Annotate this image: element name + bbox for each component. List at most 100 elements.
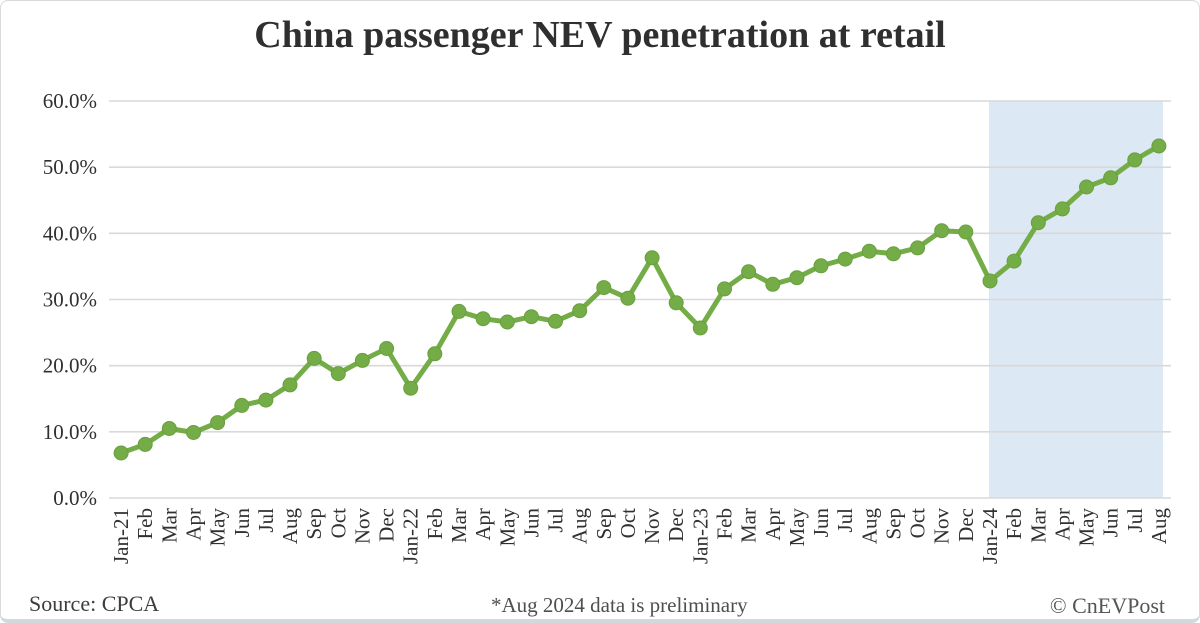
data-point: [934, 223, 950, 239]
data-point: [210, 415, 226, 431]
x-tick-label: Jan-22: [399, 508, 423, 564]
x-tick-label: Apr: [1050, 508, 1074, 541]
x-tick-label: Nov: [930, 508, 954, 545]
data-point: [861, 243, 877, 259]
data-point: [765, 276, 781, 292]
y-tick-label: 0.0%: [53, 486, 97, 510]
x-tick-label: Mar: [1026, 508, 1050, 543]
data-point: [379, 341, 395, 356]
x-tick-label: May: [785, 508, 809, 547]
data-point: [161, 421, 177, 436]
credit-label: © CnEVPost: [1049, 593, 1165, 618]
source-label: Source: CPCA: [29, 591, 160, 616]
data-point: [644, 250, 660, 266]
data-point: [1030, 215, 1046, 231]
x-tick-label: Sep: [881, 508, 905, 540]
data-point: [620, 290, 636, 306]
x-tick-label: Jun: [519, 508, 543, 538]
data-point: [234, 397, 250, 413]
x-tick-label: Jun: [809, 508, 833, 538]
data-point: [572, 303, 588, 319]
x-tick-label: Jun: [1099, 508, 1123, 538]
x-tick-label: Apr: [471, 508, 495, 541]
x-tick-label: Aug: [1147, 508, 1171, 545]
data-point: [306, 350, 322, 366]
y-tick-label: 60.0%: [43, 89, 97, 113]
data-point: [258, 392, 274, 408]
x-tick-label: May: [495, 508, 519, 547]
x-tick-label: Oct: [616, 508, 640, 538]
data-point: [330, 366, 346, 382]
x-tick-label: Mar: [737, 508, 761, 543]
data-point: [813, 258, 829, 274]
preliminary-note: *Aug 2024 data is preliminary: [491, 593, 748, 617]
x-tick-label: Nov: [640, 508, 664, 545]
x-tick-label: Mar: [157, 508, 181, 543]
data-point: [1006, 253, 1022, 269]
data-point: [475, 311, 491, 327]
data-point: [717, 281, 732, 297]
data-point: [137, 436, 153, 452]
x-tick-label: Oct: [326, 508, 350, 538]
data-point: [451, 303, 467, 319]
x-tick-label: Aug: [857, 508, 881, 545]
data-point: [427, 346, 443, 362]
data-point: [958, 224, 974, 240]
data-point: [113, 445, 129, 461]
x-tick-label: Jan-23: [688, 508, 712, 564]
x-tick-label: May: [206, 508, 230, 547]
data-point: [403, 380, 419, 396]
x-tick-label: Nov: [350, 508, 374, 545]
data-point: [1054, 201, 1070, 217]
x-tick-label: Aug: [278, 508, 302, 545]
x-tick-label: Mar: [447, 508, 471, 543]
data-point: [499, 314, 515, 330]
x-tick-label: Sep: [592, 508, 616, 540]
x-tick-label: Jul: [544, 508, 568, 533]
data-point: [741, 264, 757, 280]
data-point: [523, 309, 539, 325]
data-point: [910, 240, 926, 256]
data-point: [354, 352, 370, 368]
data-point: [596, 280, 612, 296]
x-tick-label: Dec: [375, 508, 399, 542]
x-tick-label: May: [1075, 508, 1099, 547]
x-tick-label: Feb: [712, 508, 736, 540]
chart-title: China passenger NEV penetration at retai…: [254, 14, 946, 56]
x-tick-label: Sep: [302, 508, 326, 540]
data-point: [1151, 138, 1167, 154]
data-point: [692, 320, 708, 336]
data-point: [982, 273, 998, 289]
x-tick-label: Jan-24: [978, 508, 1002, 564]
data-point: [1103, 170, 1119, 186]
y-tick-label: 30.0%: [43, 288, 97, 312]
data-point: [837, 251, 853, 267]
x-tick-label: Aug: [568, 508, 592, 545]
y-tick-label: 40.0%: [43, 221, 97, 245]
data-point: [186, 425, 201, 440]
x-tick-label: Jul: [254, 508, 278, 533]
x-tick-label: Jul: [1123, 508, 1147, 533]
data-point: [1079, 179, 1094, 195]
x-tick-label: Feb: [133, 508, 157, 540]
x-tick-label: Apr: [181, 508, 205, 541]
data-point: [1127, 152, 1143, 168]
data-point: [668, 295, 684, 311]
x-tick-label: Oct: [906, 508, 930, 538]
y-tick-label: 50.0%: [43, 155, 97, 179]
x-tick-label: Jan-21: [109, 508, 133, 564]
x-tick-label: Jul: [833, 508, 857, 533]
data-point: [885, 246, 901, 262]
data-point: [282, 377, 298, 393]
x-tick-label: Feb: [1002, 508, 1026, 540]
data-point: [789, 270, 805, 286]
x-tick-label: Apr: [761, 508, 785, 541]
x-tick-label: Feb: [423, 508, 447, 540]
x-tick-label: Dec: [954, 508, 978, 542]
x-tick-label: Jun: [230, 508, 254, 538]
y-tick-label: 20.0%: [43, 354, 97, 378]
data-point: [548, 313, 563, 329]
y-tick-label: 10.0%: [43, 420, 97, 444]
